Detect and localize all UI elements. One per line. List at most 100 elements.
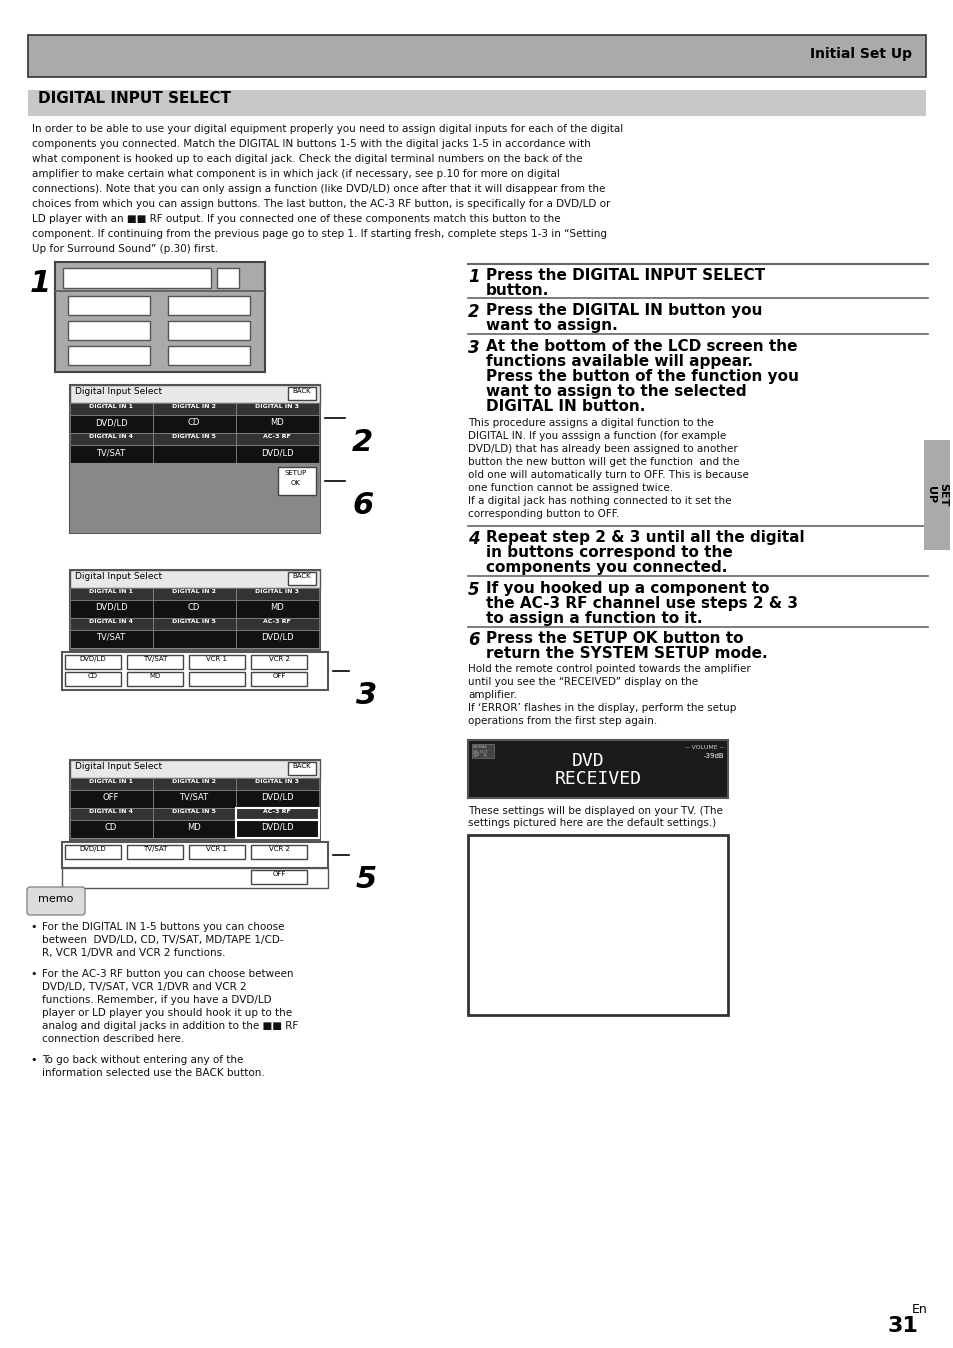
Text: R, VCR 1/DVR and VCR 2 functions.: R, VCR 1/DVR and VCR 2 functions. [42,948,225,958]
Bar [70,820,152,838]
Text: DVD/LD: DVD/LD [80,847,106,852]
Bar [70,778,152,790]
Bar [235,820,318,838]
Text: functions. Remember, if you have a DVD/LD: functions. Remember, if you have a DVD/L… [42,995,272,1006]
Text: DIGITAL IN 3: DIGITAL IN 3 [254,779,298,785]
Text: OFF: OFF [272,673,285,679]
Text: components you connected. Match the DIGITAL IN buttons 1-5 with the digital jack: components you connected. Match the DIGI… [32,139,590,150]
Bar [55,262,265,372]
Text: BACK: BACK [293,763,311,768]
Text: in buttons correspond to the: in buttons correspond to the [485,545,732,559]
Text: 1: 1 [30,270,51,298]
Text: Digital Input Select: Digital Input Select [75,572,162,581]
Bar [235,790,318,807]
Text: DIGITAL IN 4: DIGITAL IN 4 [89,809,132,814]
Text: OFF: OFF [272,871,285,878]
Text: Initial Set Up: Initial Set Up [809,47,911,61]
Text: MD: MD [270,603,284,612]
Text: Press the DIGITAL INPUT SELECT: Press the DIGITAL INPUT SELECT [485,268,764,283]
Text: OK: OK [291,480,300,487]
Text: To go back without entering any of the: To go back without entering any of the [42,1055,243,1065]
Bar [235,617,318,630]
Text: functions available will appear.: functions available will appear. [485,355,752,369]
Bar [152,433,235,445]
Text: 2: 2 [468,303,479,321]
Text: OFF: OFF [103,793,119,802]
Text: AC-3 RF: AC-3 RF [263,619,291,624]
Bar [65,845,121,859]
Text: DVD/LD) that has already been assigned to another: DVD/LD) that has already been assigned t… [468,443,737,454]
Text: button.: button. [485,283,549,298]
Text: DVD/LD: DVD/LD [260,448,293,457]
Text: DIGITAL IN 2: DIGITAL IN 2 [172,589,215,594]
Bar [70,760,319,778]
Text: These settings will be displayed on your TV. (The: These settings will be displayed on your… [468,806,722,816]
Bar [127,655,183,669]
Text: connections). Note that you can only assign a function (like DVD/LD) once after : connections). Note that you can only ass… [32,183,605,194]
Bar [152,790,235,807]
Bar [189,673,245,686]
Bar [468,834,727,1015]
Text: VCR 2: VCR 2 [269,656,289,662]
Bar [235,445,318,462]
Bar [70,630,152,648]
Text: DIGITAL IN 1: DIGITAL IN 1 [89,589,132,594]
Bar [152,778,235,790]
Bar [235,807,318,820]
Text: 3: 3 [468,338,479,357]
Bar [68,346,150,365]
Text: return the SYSTEM SETUP mode.: return the SYSTEM SETUP mode. [485,646,767,661]
Text: This procedure assigns a digital function to the: This procedure assigns a digital functio… [468,418,713,429]
Text: VCR 1: VCR 1 [206,847,227,852]
Text: DVD/LD: DVD/LD [260,824,293,832]
Text: Press the DIGITAL IN button you: Press the DIGITAL IN button you [485,303,761,318]
Bar [62,652,328,690]
Text: player or LD player you should hook it up to the: player or LD player you should hook it u… [42,1008,292,1018]
Bar [235,415,318,433]
Text: DIGITAL IN 5: DIGITAL IN 5 [172,434,215,439]
Bar [70,462,319,532]
Text: LD player with an ■■ RF output. If you connected one of these components match t: LD player with an ■■ RF output. If you c… [32,214,560,224]
Text: DVD/LD: DVD/LD [260,793,293,802]
Text: memo: memo [38,894,73,905]
Text: DIGITAL IN 1: DIGITAL IN 1 [89,779,132,785]
Text: components you connected.: components you connected. [485,559,726,576]
Text: CD: CD [188,603,200,612]
Bar [277,466,315,495]
Bar [468,740,727,798]
Text: 1: 1 [468,268,479,286]
Text: SET
UP: SET UP [925,484,947,507]
Text: MD: MD [187,824,201,832]
Bar [288,572,315,585]
Bar [70,570,319,588]
Text: 3: 3 [355,681,376,710]
Bar [28,35,925,77]
Bar [235,778,318,790]
Text: DVD/LD: DVD/LD [94,418,127,427]
Text: CD: CD [105,824,117,832]
Text: between  DVD/LD, CD, TV/SAT, MD/TAPE 1/CD-: between DVD/LD, CD, TV/SAT, MD/TAPE 1/CD… [42,936,283,945]
Bar [70,415,152,433]
Text: In order to be able to use your digital equipment properly you need to assign di: In order to be able to use your digital … [32,124,622,133]
Bar [63,268,211,288]
Bar [152,820,235,838]
Text: •: • [30,922,36,931]
Text: SIGNAL
SELECT: SIGNAL SELECT [473,745,488,754]
Text: Digital Input Select: Digital Input Select [75,762,162,771]
Text: 6: 6 [352,491,373,520]
Bar [70,588,152,600]
Bar [70,790,152,807]
Text: corresponding button to OFF.: corresponding button to OFF. [468,510,618,519]
Text: Digital Input Select: Digital Input Select [75,387,162,396]
Bar [235,588,318,600]
Text: At the bottom of the LCD screen the: At the bottom of the LCD screen the [485,338,797,355]
Bar [30,890,82,913]
Text: VCR 2: VCR 2 [269,847,289,852]
Text: 6: 6 [468,631,479,648]
Bar [152,630,235,648]
Bar [168,297,250,315]
Bar [288,762,315,775]
Bar [923,439,949,550]
Text: DIGITAL IN. If you asssign a function (for example: DIGITAL IN. If you asssign a function (f… [468,431,725,441]
Bar [152,600,235,617]
